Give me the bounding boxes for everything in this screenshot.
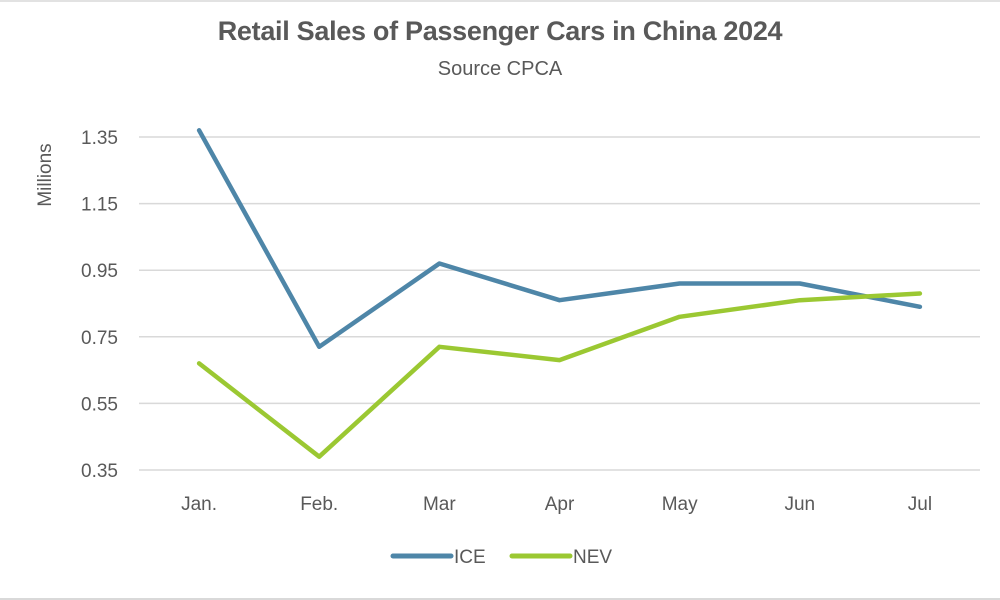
series [196, 128, 923, 459]
x-tick-label: Jan. [181, 494, 217, 515]
legend-label: ICE [454, 547, 486, 568]
y-axis-title: Millions [35, 143, 56, 206]
gridlines [139, 136, 980, 471]
x-tick-label: Jul [908, 494, 932, 515]
x-tick-label: Mar [423, 494, 456, 515]
frame-top-border [0, 0, 1000, 2]
chart-title: Retail Sales of Passenger Cars in China … [217, 16, 783, 46]
chart-subtitle: Source CPCA [437, 58, 563, 80]
y-tick-label: 0.95 [81, 261, 118, 282]
x-tick-label: May [662, 494, 698, 515]
legend-label: NEV [573, 547, 612, 568]
y-tick-label: 1.15 [81, 195, 118, 216]
frame-bottom-border [0, 598, 1000, 600]
series-line-ice [196, 128, 923, 350]
x-tick-label: Feb. [300, 494, 338, 515]
y-tick-label: 0.75 [81, 328, 118, 349]
y-tick-label: 0.35 [81, 461, 118, 482]
legend: ICE NEV [390, 547, 612, 568]
y-tick-label: 1.35 [81, 128, 118, 149]
legend-item-ice[interactable]: ICE [390, 547, 486, 568]
series-line-nev [196, 291, 923, 459]
y-axis-ticks: 1.35 1.15 0.95 0.75 0.55 0.35 [81, 128, 118, 482]
x-axis-ticks: Jan. Feb. Mar Apr May Jun Jul [181, 494, 932, 515]
x-tick-label: Apr [545, 494, 575, 515]
y-tick-label: 0.55 [81, 394, 118, 415]
legend-item-nev[interactable]: NEV [509, 547, 612, 568]
x-tick-label: Jun [784, 494, 815, 515]
